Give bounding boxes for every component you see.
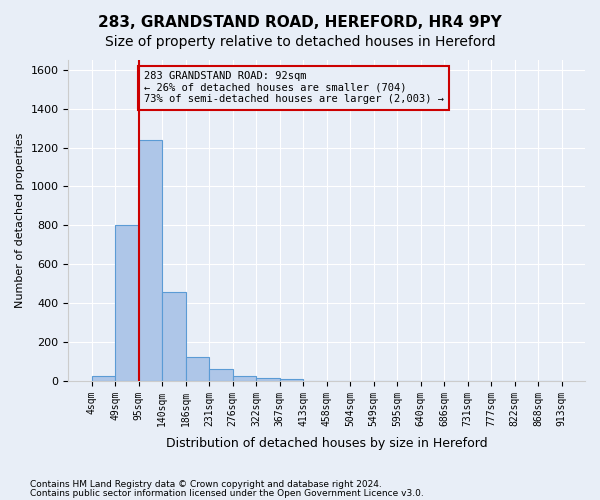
Bar — [233, 376, 256, 381]
Text: Contains public sector information licensed under the Open Government Licence v3: Contains public sector information licen… — [30, 488, 424, 498]
Bar — [209, 369, 233, 381]
Bar — [115, 226, 139, 381]
Bar — [280, 379, 303, 381]
Bar — [139, 140, 163, 381]
Bar — [163, 292, 186, 381]
Text: Size of property relative to detached houses in Hereford: Size of property relative to detached ho… — [104, 35, 496, 49]
Text: 283 GRANDSTAND ROAD: 92sqm
← 26% of detached houses are smaller (704)
73% of sem: 283 GRANDSTAND ROAD: 92sqm ← 26% of deta… — [143, 71, 443, 104]
X-axis label: Distribution of detached houses by size in Hereford: Distribution of detached houses by size … — [166, 437, 488, 450]
Bar — [92, 376, 115, 381]
Text: 283, GRANDSTAND ROAD, HEREFORD, HR4 9PY: 283, GRANDSTAND ROAD, HEREFORD, HR4 9PY — [98, 15, 502, 30]
Bar — [186, 356, 209, 381]
Bar — [256, 378, 280, 381]
Text: Contains HM Land Registry data © Crown copyright and database right 2024.: Contains HM Land Registry data © Crown c… — [30, 480, 382, 489]
Y-axis label: Number of detached properties: Number of detached properties — [15, 133, 25, 308]
